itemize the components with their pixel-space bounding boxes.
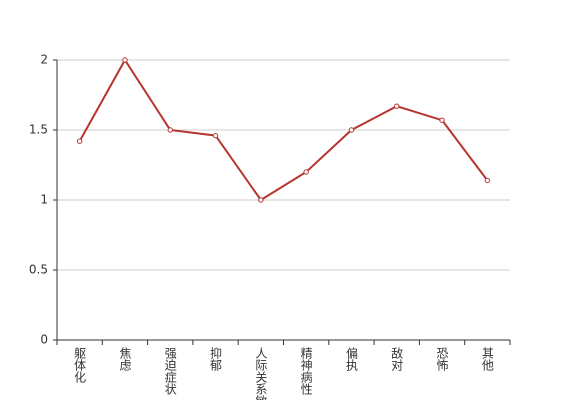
point [484,177,491,184]
point [212,132,219,139]
point [167,127,173,133]
y-tick-label: 1.5 [29,123,48,137]
x-tick-label: 其他 [480,347,494,371]
y-tick-label: 0 [40,333,48,347]
x-tick-label: 人际关系敏感 [254,347,268,400]
y-tick-label: 2 [40,53,48,67]
y-tick-label: 0.5 [29,263,48,277]
point [122,57,128,63]
x-tick-label: 恐怖 [435,347,449,371]
point [348,127,355,133]
x-tick-label: 偏执 [344,346,358,372]
point [258,197,264,203]
x-tick-label: 精神病性 [299,347,313,396]
point [303,169,309,175]
x-tick-label: 敌对 [390,346,404,371]
x-tick-label: 强迫症状 [163,347,177,395]
x-tick-label: 躯体化 [73,346,87,384]
x-tick-label: 抑郁 [209,346,223,372]
y-tick-label: 1 [40,193,48,207]
point [76,138,83,144]
x-tick-label: 焦虑 [118,347,132,371]
point [439,117,445,123]
line [78,58,489,202]
point [394,103,400,109]
